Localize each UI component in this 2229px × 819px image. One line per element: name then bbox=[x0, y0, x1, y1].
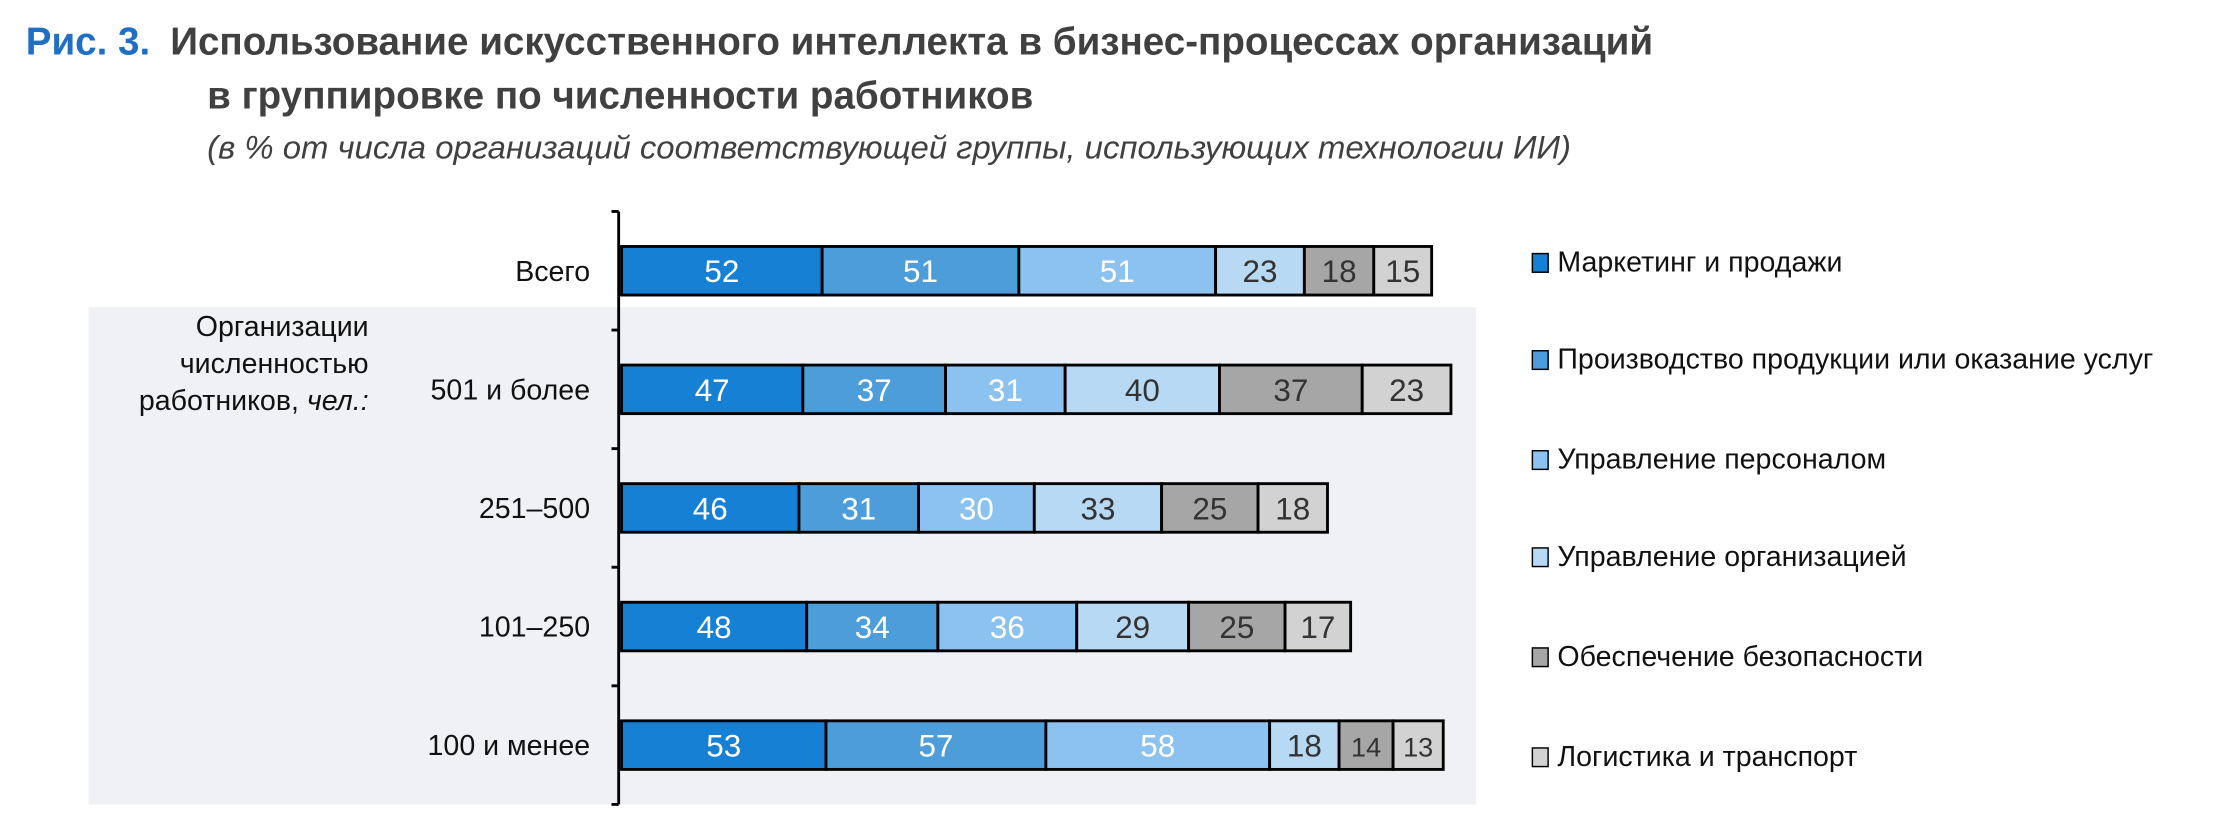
bar-segment bbox=[1372, 245, 1434, 297]
data-label: 25 bbox=[1192, 491, 1227, 526]
bar-segment bbox=[1063, 363, 1221, 416]
bar-segment bbox=[936, 600, 1079, 653]
legend-label: Логистика и транспорт bbox=[1557, 741, 1858, 773]
bar-segment bbox=[620, 719, 828, 771]
legend-item: Управление организацией bbox=[1531, 537, 2189, 577]
subtitle: (в % от числа организаций соответствующе… bbox=[207, 128, 1571, 166]
bar-segment bbox=[1218, 363, 1364, 416]
group-label-text: работников, bbox=[138, 385, 299, 418]
legend-item: Управление персоналом bbox=[1531, 440, 2189, 480]
data-label: 18 bbox=[1322, 254, 1357, 289]
bar-segment bbox=[1044, 719, 1272, 771]
bar-segment bbox=[1337, 719, 1395, 771]
data-label: 23 bbox=[1389, 373, 1424, 408]
data-label: 29 bbox=[1115, 610, 1150, 645]
legend-label: Производство продукции или оказание услу… bbox=[1557, 344, 2154, 376]
bar-segment bbox=[1360, 363, 1453, 416]
title-line-2: в группировке по численности работников bbox=[207, 74, 1034, 118]
data-label: 48 bbox=[697, 610, 732, 645]
data-label: 51 bbox=[903, 254, 938, 289]
data-label: 33 bbox=[1080, 491, 1115, 526]
legend-item: Обеспечение безопасности bbox=[1531, 637, 2189, 677]
legend-swatch-icon bbox=[1531, 747, 1549, 768]
data-label: 30 bbox=[959, 491, 994, 526]
legend-label: Маркетинг и продажи bbox=[1557, 247, 1843, 279]
data-label: 57 bbox=[918, 729, 953, 764]
category-label: 100 и менее bbox=[428, 730, 591, 762]
legend-swatch-icon bbox=[1531, 547, 1549, 568]
bar-segment bbox=[620, 482, 801, 534]
category-label: Всего bbox=[515, 256, 590, 288]
category-label: 501 и более bbox=[431, 374, 591, 406]
data-label: 17 bbox=[1300, 610, 1335, 645]
legend-swatch-icon bbox=[1531, 252, 1549, 273]
title-text: Использование искусственного интеллекта … bbox=[170, 20, 1654, 63]
data-label: 15 bbox=[1385, 254, 1420, 289]
data-label: 18 bbox=[1275, 491, 1310, 526]
bar-segment bbox=[620, 600, 809, 653]
bar-segment bbox=[1187, 600, 1287, 653]
category-label: 251–500 bbox=[479, 493, 590, 525]
data-label: 58 bbox=[1140, 729, 1175, 764]
data-label: 37 bbox=[1273, 373, 1308, 408]
legend-item: Маркетинг и продажи bbox=[1531, 243, 2189, 283]
data-label: 40 bbox=[1125, 373, 1160, 408]
category-label: 101–250 bbox=[479, 612, 590, 644]
bar-segment bbox=[1017, 245, 1218, 297]
bar-segment bbox=[944, 363, 1067, 416]
bar-segment bbox=[1160, 482, 1260, 534]
data-label: 51 bbox=[1100, 254, 1135, 289]
data-label: 36 bbox=[990, 610, 1025, 645]
data-label: 46 bbox=[693, 491, 728, 526]
data-label: 31 bbox=[841, 491, 876, 526]
bar-segment bbox=[1256, 482, 1329, 534]
data-label: 18 bbox=[1287, 729, 1322, 764]
title-line-1: Рис. 3. Использование искусственного инте… bbox=[26, 20, 1653, 64]
data-label: 13 bbox=[1403, 732, 1433, 763]
bar-segment bbox=[805, 600, 940, 653]
bar-segment bbox=[1302, 245, 1376, 297]
legend-swatch-icon bbox=[1531, 450, 1549, 471]
bar-segment bbox=[820, 245, 1021, 297]
bar-segment bbox=[1283, 600, 1353, 653]
data-label: 31 bbox=[988, 373, 1023, 408]
data-label: 34 bbox=[855, 610, 890, 645]
legend-item: Производство продукции или оказание услу… bbox=[1531, 340, 2189, 380]
group-label-unit: чел.: bbox=[306, 385, 369, 418]
bar-segment bbox=[1391, 719, 1445, 771]
legend-swatch-icon bbox=[1531, 647, 1549, 668]
data-label: 52 bbox=[704, 254, 739, 289]
legend-swatch-icon bbox=[1531, 350, 1549, 371]
legend-label: Обеспечение безопасности bbox=[1557, 641, 1924, 673]
group-label: Организации численностью работников, чел… bbox=[89, 309, 369, 420]
bar-segment bbox=[801, 363, 948, 416]
data-label: 25 bbox=[1219, 610, 1254, 645]
legend-label: Управление организацией bbox=[1557, 541, 1907, 573]
group-label-line: численностью bbox=[179, 348, 369, 381]
bar-segment bbox=[824, 719, 1048, 771]
bar-segment bbox=[1032, 482, 1164, 534]
group-label-line: работников, чел.: bbox=[89, 383, 369, 420]
data-label: 37 bbox=[857, 373, 892, 408]
group-label-line: Организации bbox=[195, 311, 369, 343]
figure-number: Рис. 3. bbox=[25, 20, 151, 63]
legend-label: Управление персоналом bbox=[1557, 444, 1887, 476]
legend-item: Логистика и транспорт bbox=[1531, 737, 2189, 777]
data-label: 14 bbox=[1351, 732, 1381, 763]
bar-segment bbox=[620, 363, 805, 416]
data-label: 53 bbox=[706, 729, 741, 764]
bar-segment bbox=[620, 245, 824, 297]
data-label: 47 bbox=[695, 373, 730, 408]
data-label: 23 bbox=[1243, 254, 1278, 289]
bar-segment bbox=[797, 482, 921, 534]
